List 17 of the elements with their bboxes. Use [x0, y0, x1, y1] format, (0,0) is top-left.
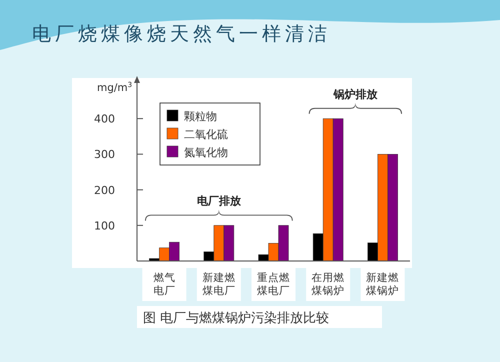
chart-title: 电厂烧煤像烧天然气一样清洁 — [32, 23, 331, 45]
y-axis-title: mg/m$^{3}$ — [97, 81, 132, 94]
annotation: 锅炉排放 — [332, 88, 378, 101]
x-tick-label: 燃气电厂 — [153, 272, 176, 297]
legend-label: 二氧化硫 — [184, 128, 228, 141]
y-tick-label: 200 — [94, 184, 115, 197]
x-tick-label: 新建燃煤电厂 — [202, 271, 236, 297]
x-tick-label: 新建燃煤锅炉 — [366, 271, 400, 297]
legend-label: 氮氧化物 — [184, 146, 228, 159]
y-tick-label: 100 — [94, 219, 115, 232]
x-tick-label: 在用燃煤锅炉 — [312, 272, 345, 297]
y-tick-label: 400 — [94, 112, 115, 126]
text: 图 电厂与燃煤锅炉污染排放比较 — [143, 311, 330, 326]
legend-label: 颗粒物 — [184, 110, 217, 123]
annotation: 电厂排放 — [196, 194, 242, 208]
x-tick-label: 重点燃煤电厂 — [257, 271, 290, 297]
y-tick-label: 300 — [94, 148, 115, 162]
